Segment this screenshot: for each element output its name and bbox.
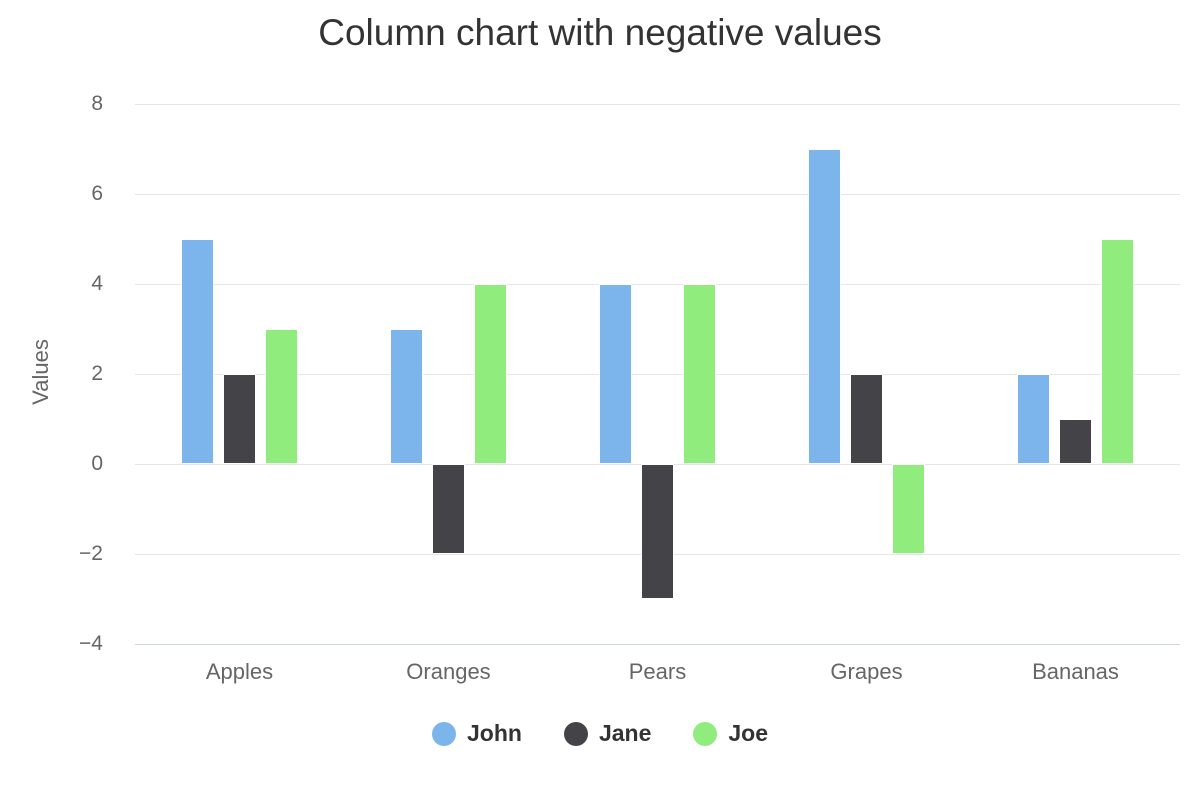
y-tick-label: 2 — [91, 362, 103, 385]
gridline — [135, 193, 1180, 195]
x-category-label: Bananas — [1032, 659, 1119, 684]
legend-item-john[interactable]: John — [431, 720, 522, 747]
bar-jane-oranges[interactable] — [431, 464, 466, 554]
bar-jane-apples[interactable] — [222, 374, 257, 464]
bar-jane-grapes[interactable] — [849, 374, 884, 464]
legend-item-label: Jane — [598, 720, 652, 746]
y-tick-label: −2 — [79, 542, 103, 565]
legend-item-label: John — [466, 720, 522, 746]
bar-jane-bananas[interactable] — [1058, 419, 1093, 464]
gridline — [135, 283, 1180, 285]
gridline — [135, 373, 1180, 375]
gridline — [135, 103, 1180, 105]
x-category-label: Apples — [205, 659, 274, 684]
bar-joe-grapes[interactable] — [891, 464, 926, 554]
bar-john-grapes[interactable] — [807, 149, 842, 464]
bar-joe-bananas[interactable] — [1100, 239, 1135, 464]
chart-title: Column chart with negative values — [318, 12, 882, 53]
bar-joe-oranges[interactable] — [473, 284, 508, 464]
y-tick-label: 0 — [91, 452, 103, 475]
legend-item-label: Joe — [728, 720, 769, 746]
y-tick-label: 6 — [91, 182, 103, 205]
x-axis-line — [135, 643, 1180, 645]
bar-joe-apples[interactable] — [264, 329, 299, 464]
bar-john-pears[interactable] — [598, 284, 633, 464]
legend-marker-icon — [693, 721, 718, 746]
x-category-label: Grapes — [830, 659, 903, 684]
y-tick-label: 8 — [91, 92, 103, 115]
legend-item-jane[interactable]: Jane — [563, 720, 652, 747]
x-category-label: Pears — [628, 659, 687, 684]
bar-joe-pears[interactable] — [682, 284, 717, 464]
legend-marker-icon — [431, 721, 456, 746]
bar-john-oranges[interactable] — [389, 329, 424, 464]
x-category-label: Oranges — [406, 659, 491, 684]
bar-jane-pears[interactable] — [640, 464, 675, 599]
legend-marker-icon — [563, 721, 588, 746]
bar-john-bananas[interactable] — [1016, 374, 1051, 464]
legend: John Jane Joe — [0, 720, 1200, 747]
y-tick-label: −4 — [79, 632, 103, 655]
bar-john-apples[interactable] — [180, 239, 215, 464]
legend-item-joe[interactable]: Joe — [693, 720, 768, 747]
y-tick-label: 4 — [91, 272, 103, 295]
